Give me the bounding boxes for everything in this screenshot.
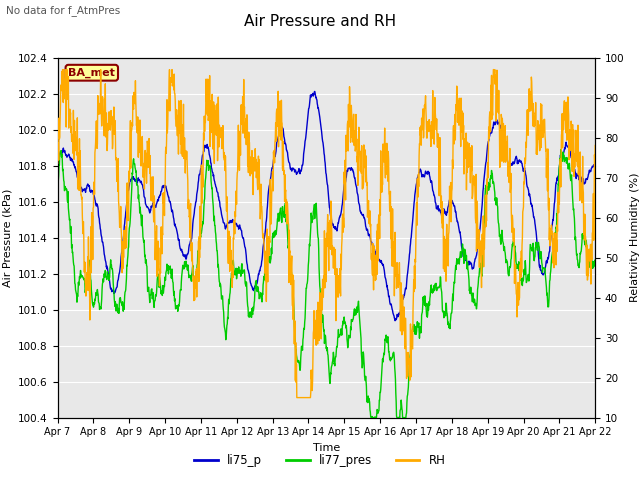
Y-axis label: Air Pressure (kPa): Air Pressure (kPa) xyxy=(3,189,13,287)
Text: Air Pressure and RH: Air Pressure and RH xyxy=(244,14,396,29)
Text: No data for f_AtmPres: No data for f_AtmPres xyxy=(6,5,121,16)
Y-axis label: Relativity Humidity (%): Relativity Humidity (%) xyxy=(630,173,640,302)
Legend: li75_p, li77_pres, RH: li75_p, li77_pres, RH xyxy=(189,449,451,472)
X-axis label: Time: Time xyxy=(313,443,340,453)
Text: BA_met: BA_met xyxy=(68,68,115,78)
